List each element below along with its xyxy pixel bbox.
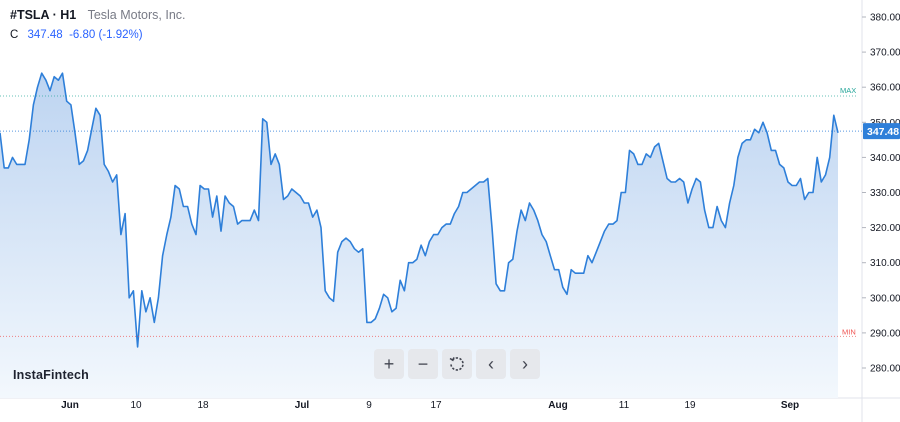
minus-icon: − — [417, 353, 429, 374]
reset-icon — [449, 357, 464, 371]
chevron-left-icon: ‹ — [488, 353, 494, 374]
max-label: MAX — [840, 86, 856, 95]
last-price-tag — [863, 123, 900, 140]
x-tick-label: 9 — [366, 400, 372, 411]
brand-logo: InstaFintech — [13, 368, 90, 382]
y-tick-label: 380.00 — [870, 13, 900, 24]
x-tick-label: 19 — [684, 400, 696, 411]
price-line — [0, 72, 839, 348]
plus-icon: + — [383, 353, 395, 374]
y-tick-label: 280.00 — [870, 364, 900, 375]
x-tick-label: Jun — [61, 400, 79, 411]
zoom-in-button[interactable]: + — [374, 349, 404, 379]
close-values: 347.48 -6.80 (-1.92%) — [27, 29, 143, 41]
chart-navigation: + − ‹ › — [374, 349, 540, 379]
x-tick-label: 17 — [430, 400, 442, 411]
company-name: Tesla Motors, Inc. — [87, 8, 186, 22]
scroll-right-button[interactable]: › — [510, 349, 540, 379]
x-tick-label: 10 — [130, 400, 142, 411]
chevron-right-icon: › — [522, 353, 528, 374]
zoom-out-button[interactable]: − — [408, 349, 438, 379]
y-tick-label: 370.00 — [870, 48, 900, 59]
x-tick-label: Jul — [295, 400, 310, 411]
min-label: MIN — [842, 327, 856, 336]
y-tick-label: 310.00 — [870, 258, 900, 269]
y-tick-label: 300.00 — [870, 293, 900, 304]
x-tick-label: Sep — [781, 400, 799, 411]
scroll-left-button[interactable]: ‹ — [476, 349, 506, 379]
x-tick-label: 11 — [619, 400, 630, 411]
y-tick-label: 330.00 — [870, 188, 900, 199]
chart-legend: #TSLA · H1 Tesla Motors, Inc. C 347.48 -… — [10, 8, 186, 41]
last-price-label: 347.48 — [867, 126, 899, 138]
y-tick-label: 360.00 — [870, 83, 900, 94]
x-tick-label: 18 — [197, 400, 209, 411]
price-area-fill — [0, 73, 838, 398]
x-tick-label: Aug — [548, 400, 567, 411]
reset-button[interactable] — [442, 349, 472, 379]
close-label: C — [10, 29, 19, 41]
symbol-title: #TSLA · H1 — [10, 8, 77, 22]
y-tick-label: 290.00 — [870, 328, 900, 339]
y-tick-label: 340.00 — [870, 153, 900, 164]
y-tick-label: 320.00 — [870, 223, 900, 234]
